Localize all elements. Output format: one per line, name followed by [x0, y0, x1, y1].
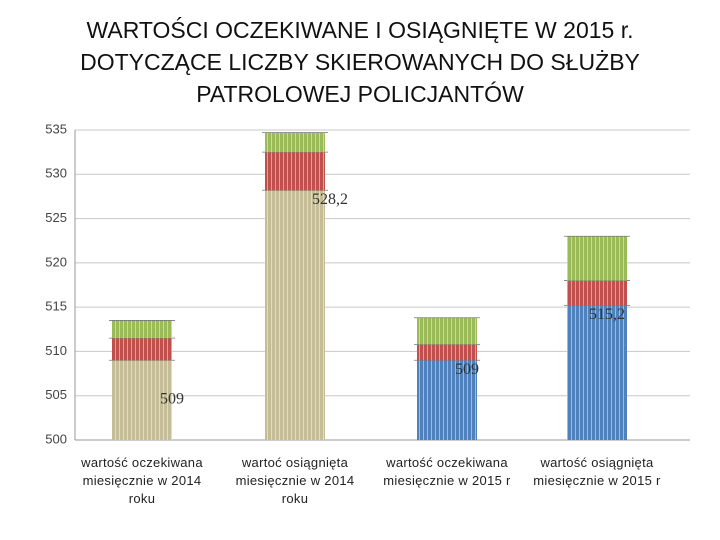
x-tick-label: wartość oczekiwana miesięcznie w 2014 ro…: [81, 455, 203, 506]
bar-texture: [265, 152, 325, 191]
data-label: 528,2: [312, 191, 348, 208]
bar-texture: [112, 338, 172, 361]
y-tick-label: 510: [45, 343, 67, 358]
bar-texture: [265, 132, 325, 153]
bar-texture: [417, 360, 477, 440]
y-tick-label: 525: [45, 210, 67, 225]
bar-texture: [112, 320, 172, 339]
x-tick-label: wartość oczekiwana miesięcznie w 2015 r: [383, 455, 511, 488]
bar-texture: [417, 317, 477, 345]
data-label: 509: [160, 391, 184, 408]
bar-texture: [265, 190, 325, 440]
chart-title: WARTOŚCI OCZEKIWANE I OSIĄGNIĘTE W 2015 …: [80, 17, 640, 107]
x-tick-label: wartość osiągnięta miesięcznie w 2015 r: [533, 455, 661, 488]
bar-texture: [567, 280, 627, 306]
bar-texture: [567, 305, 627, 440]
data-label: 515,2: [589, 306, 625, 323]
bar-texture: [567, 236, 627, 281]
y-tick-label: 515: [45, 299, 67, 314]
bar-texture: [417, 344, 477, 361]
y-tick-label: 535: [45, 121, 67, 136]
y-tick-label: 500: [45, 431, 67, 446]
bar-texture: [112, 360, 172, 440]
y-tick-label: 530: [45, 166, 67, 181]
x-tick-label: wartoć osiągnięta miesięcznie w 2014 rok…: [235, 455, 355, 506]
data-label: 509: [455, 361, 479, 378]
y-tick-label: 520: [45, 254, 67, 269]
y-tick-label: 505: [45, 387, 67, 402]
